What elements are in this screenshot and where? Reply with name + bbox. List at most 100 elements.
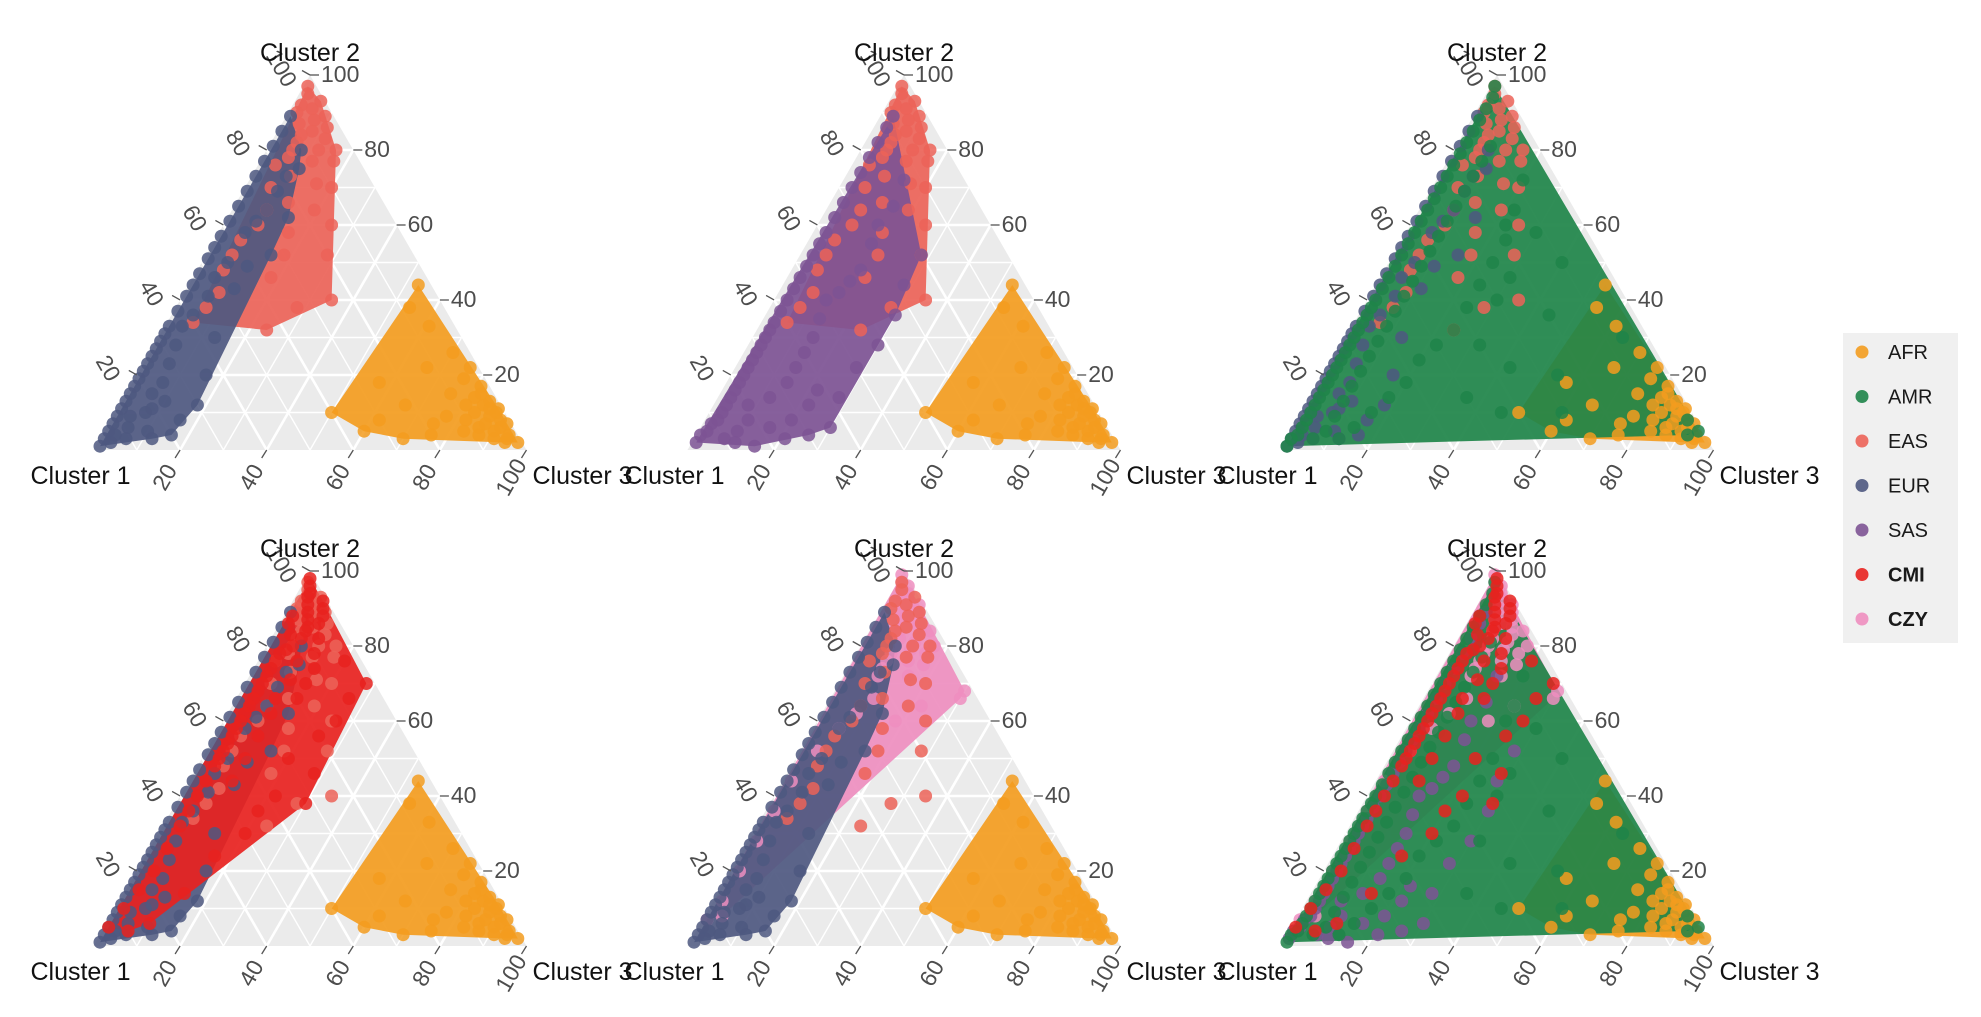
- data-point: [162, 815, 176, 829]
- tick-label-right: 80: [958, 136, 984, 162]
- data-point: [123, 409, 137, 423]
- data-point: [921, 154, 935, 168]
- data-point: [802, 428, 816, 442]
- data-point: [741, 398, 755, 412]
- data-point: [1395, 924, 1409, 938]
- data-point: [854, 699, 868, 713]
- data-point: [834, 755, 848, 769]
- data-point: [717, 432, 731, 446]
- data-point: [1425, 752, 1439, 765]
- tick-mark: [1445, 144, 1455, 151]
- tick-mark: [1534, 945, 1541, 955]
- data-point: [1494, 406, 1508, 419]
- data-point: [834, 680, 848, 694]
- data-point: [199, 864, 213, 878]
- data-point: [1585, 398, 1599, 412]
- data-point: [396, 432, 410, 446]
- data-point: [1529, 226, 1543, 239]
- data-point: [162, 319, 176, 333]
- data-point: [843, 274, 857, 288]
- data-point: [169, 834, 183, 848]
- data-point: [1516, 143, 1530, 157]
- data-point: [1438, 729, 1452, 743]
- data-point: [325, 677, 339, 690]
- data-point: [1040, 346, 1054, 359]
- data-point: [810, 263, 824, 277]
- data-point: [424, 924, 438, 938]
- data-point: [717, 905, 731, 919]
- tick-mark: [722, 865, 732, 872]
- data-point: [249, 169, 263, 183]
- data-point: [923, 639, 937, 653]
- tick-mark: [215, 219, 224, 226]
- data-point: [886, 613, 900, 627]
- tick-mark: [434, 945, 441, 955]
- data-point: [199, 301, 213, 314]
- data-point: [958, 684, 972, 698]
- data-point: [914, 744, 928, 758]
- data-point: [1633, 346, 1647, 359]
- data-point: [426, 913, 440, 927]
- data-point: [327, 650, 341, 664]
- data-point: [307, 203, 321, 217]
- data-point: [1414, 755, 1428, 769]
- data-point: [1481, 714, 1495, 728]
- data-point: [899, 620, 913, 634]
- legend-item-amr: AMR: [1855, 387, 1932, 409]
- data-point: [1609, 815, 1623, 829]
- tick-label-right: 60: [408, 211, 434, 237]
- data-point: [281, 196, 295, 209]
- data-point: [800, 259, 814, 273]
- data-point: [164, 428, 178, 442]
- data-point: [251, 804, 265, 818]
- data-point: [1516, 669, 1530, 683]
- data-point: [310, 673, 323, 687]
- data-point: [190, 398, 204, 412]
- data-point: [281, 226, 295, 239]
- data-point: [1438, 804, 1452, 818]
- data-point: [1425, 827, 1439, 840]
- tick-label-right: 40: [451, 286, 477, 312]
- data-point: [756, 853, 770, 867]
- data-point: [294, 632, 308, 645]
- tick-mark: [1358, 790, 1368, 797]
- data-point: [813, 237, 827, 251]
- data-point: [997, 797, 1011, 810]
- data-point: [1590, 301, 1604, 314]
- data-point: [1377, 909, 1391, 923]
- tick-mark: [258, 144, 268, 151]
- data-point: [1018, 428, 1032, 442]
- data-point: [966, 909, 980, 923]
- data-point: [1646, 894, 1660, 908]
- data-point: [472, 924, 486, 938]
- data-point: [1466, 169, 1480, 183]
- data-point: [180, 289, 194, 303]
- data-point: [1655, 406, 1668, 419]
- tick-label-right: 60: [1595, 707, 1621, 733]
- data-point: [444, 387, 458, 401]
- data-point: [260, 819, 274, 833]
- data-point: [225, 774, 239, 788]
- data-point: [1066, 428, 1080, 442]
- data-point: [1077, 402, 1091, 416]
- data-point: [919, 406, 933, 419]
- vertex-label-top: Cluster 2: [1447, 39, 1547, 67]
- data-point: [223, 710, 237, 724]
- tick-label-right: 100: [915, 557, 953, 583]
- legend-label: SAS: [1888, 520, 1928, 542]
- vertex-label-left: Cluster 1: [30, 958, 130, 986]
- data-point: [1425, 782, 1439, 795]
- data-point: [1464, 714, 1478, 728]
- data-point: [1373, 308, 1387, 322]
- data-point: [264, 767, 278, 780]
- data-point: [312, 143, 326, 157]
- data-point: [169, 338, 183, 352]
- data-point: [208, 737, 222, 750]
- data-point: [281, 722, 295, 735]
- tick-label-right: 20: [494, 361, 520, 387]
- data-point: [264, 707, 278, 720]
- data-point: [1362, 349, 1376, 363]
- data-point: [1598, 774, 1612, 788]
- data-point: [858, 181, 872, 194]
- vertex-label-right: Cluster 3: [1126, 462, 1226, 490]
